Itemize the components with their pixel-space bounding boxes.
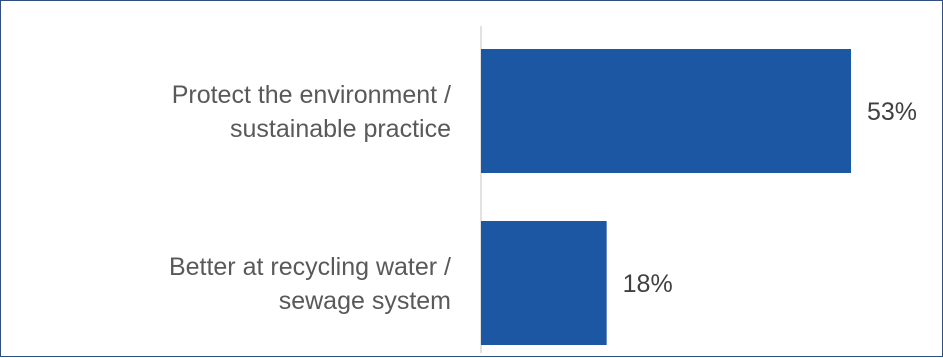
value-label-2: 18%: [623, 270, 673, 298]
category-label-2-line-2: sewage system: [279, 287, 451, 315]
bar-2: [481, 221, 607, 345]
value-label-1: 53%: [867, 98, 917, 126]
bar-1: [481, 49, 851, 173]
category-label-1-line-1: Protect the environment /: [172, 81, 451, 109]
category-label-2-line-1: Better at recycling water /: [169, 253, 451, 281]
category-label-1-line-2: sustainable practice: [230, 115, 451, 143]
